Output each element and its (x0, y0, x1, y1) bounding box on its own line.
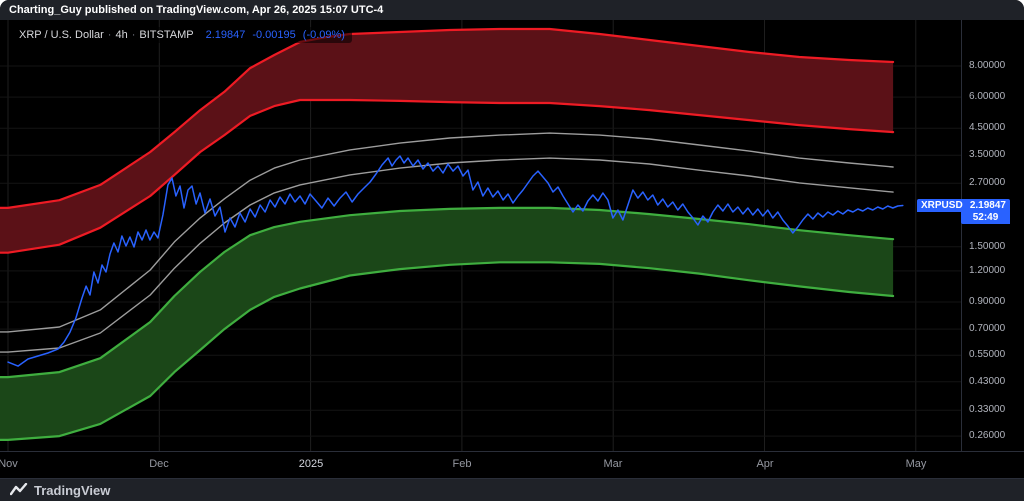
time-axis-label: 2025 (298, 458, 324, 470)
time-axis-label: Feb (452, 458, 472, 470)
chart-container: XRP / U.S. Dollar · 4h · BITSTAMP 2.19847 -0.0… (0, 20, 1024, 479)
bar-countdown: 52:49 (961, 212, 1010, 224)
time-axis-label: Dec (149, 458, 169, 470)
price-change-percent: (-0.09%) (302, 29, 345, 41)
price-axis-label: 6.00000 (969, 91, 1006, 102)
price-axis-label: 0.43000 (969, 376, 1006, 387)
tradingview-logo-icon[interactable] (10, 483, 28, 497)
lower-band-inner-line (0, 206, 895, 379)
attribution-bar: Charting_Guy published on TradingView.co… (0, 0, 1024, 20)
price-axis-label: 0.55000 (969, 349, 1006, 360)
upper-band-inner-line (0, 98, 895, 254)
upper-band-fill (0, 29, 894, 253)
price-axis-label: 2.70000 (969, 177, 1006, 188)
chart-legend[interactable]: XRP / U.S. Dollar · 4h · BITSTAMP 2.19847 -0.0… (12, 27, 352, 43)
legend-separator: · (131, 29, 136, 41)
price-tag-symbol: XRPUSD (921, 200, 963, 211)
time-axis-label: Nov (0, 458, 18, 470)
footer-bar: TradingView (0, 478, 1024, 501)
basis-upper-line (0, 132, 894, 333)
price-tag-price: 2.19847 (969, 200, 1006, 211)
exchange-label[interactable]: BITSTAMP (139, 29, 194, 41)
price-axis[interactable]: 8.00000 6.00000 4.50000 3.50000 2.70000 1.500… (961, 20, 1024, 451)
lower-band-outer-line (0, 261, 895, 441)
price-tag-row: XRPUSD 2.19847 (917, 199, 1010, 212)
price-axis-label: 0.26000 (969, 430, 1006, 441)
time-axis[interactable]: Nov Dec 2025 Feb Mar Apr May (0, 451, 1024, 479)
time-axis-label: Mar (603, 458, 623, 470)
price-axis-label: 0.33000 (969, 404, 1006, 415)
price-axis-label: 8.00000 (969, 60, 1006, 71)
price-chart-canvas[interactable] (0, 20, 961, 451)
symbol-title[interactable]: XRP / U.S. Dollar (19, 29, 104, 41)
interval-label[interactable]: 4h (115, 29, 128, 41)
legend-separator: · (107, 29, 112, 41)
attribution-text: Charting_Guy published on TradingView.co… (9, 4, 384, 16)
lower-band-fill (0, 207, 894, 440)
price-axis-label: 0.90000 (969, 296, 1006, 307)
price-change-value: -0.00195 (252, 29, 296, 41)
price-axis-label: 0.70000 (969, 323, 1006, 334)
last-price-tag: XRPUSD 2.19847 52:49 (917, 199, 1010, 224)
price-axis-label: 3.50000 (969, 149, 1006, 160)
last-price-value: 2.19847 (205, 29, 246, 41)
time-axis-label: May (905, 458, 927, 470)
price-axis-label: 1.20000 (969, 265, 1006, 276)
price-axis-label: 1.50000 (969, 241, 1006, 252)
price-axis-label: 4.50000 (969, 122, 1006, 133)
basis-lower-line (0, 157, 894, 353)
time-axis-label: Apr (756, 458, 774, 470)
tradingview-brand-text[interactable]: TradingView (34, 482, 111, 498)
price-line (7, 155, 904, 367)
